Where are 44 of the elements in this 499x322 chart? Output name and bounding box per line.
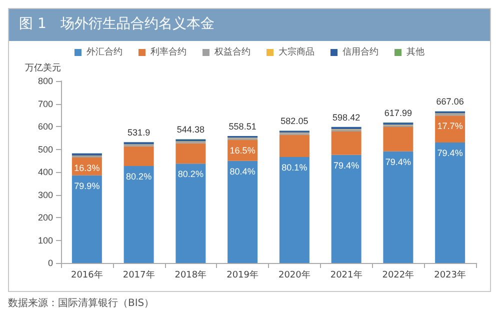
annotation: 80.2%: [126, 171, 152, 182]
legend-label: 信用合约: [342, 46, 378, 58]
annotation: 79.4%: [334, 160, 360, 170]
total-label: 531.9: [128, 127, 150, 138]
x-tick-label: 2021年: [330, 270, 362, 280]
legend-label: 利率合约: [150, 46, 186, 58]
x-tick-label: 2019年: [226, 270, 259, 280]
total-label: 582.05: [280, 116, 308, 126]
x-tick-label: 2017年: [122, 270, 155, 280]
total-label: 558.51: [228, 121, 256, 132]
y-tick-label: 300: [38, 190, 53, 200]
legend-label: 外汇合约: [86, 46, 122, 58]
y-tick-label: 0: [48, 258, 53, 268]
annotation: 16.3%: [74, 162, 100, 173]
annotation: 80.1%: [282, 162, 308, 172]
legend-label: 其他: [406, 46, 424, 58]
total-label: 544.38: [176, 124, 204, 135]
x-tick-label: 2022年: [382, 270, 414, 280]
y-tick-label: 500: [38, 144, 53, 154]
total-label: 617.99: [384, 108, 412, 118]
x-tick-label: 2023年: [434, 270, 466, 280]
total-label: 598.42: [332, 112, 360, 122]
source-note: 数据来源：国际清算银行（BIS）: [8, 296, 156, 310]
y-tick-label: 200: [38, 212, 53, 222]
x-tick-label: 2018年: [174, 270, 207, 280]
y-tick-label: 800: [38, 76, 53, 86]
chart-title: 图 1 场外衍生品合约名义本金: [9, 9, 490, 41]
legend-label: 大宗商品: [278, 46, 314, 58]
annotation: 17.7%: [437, 121, 463, 132]
total-label: 667.06: [436, 96, 464, 107]
annotation: 16.5%: [230, 145, 256, 156]
y-tick-label: 700: [38, 98, 53, 109]
y-tick-label: 400: [38, 167, 53, 177]
y-axis-title: 万亿美元: [25, 62, 61, 74]
y-tick-label: 100: [38, 235, 53, 246]
annotation: 80.2%: [178, 169, 204, 180]
annotation: 79.9%: [74, 180, 100, 191]
x-tick-label: 2020年: [278, 270, 310, 280]
annotation: 80.4%: [230, 166, 256, 176]
legend-label: 权益合约: [214, 46, 250, 58]
annotation: 79.4%: [437, 148, 463, 158]
y-tick-label: 600: [38, 122, 53, 132]
x-tick-label: 2016年: [70, 270, 103, 280]
annotation: 79.4%: [385, 156, 411, 167]
